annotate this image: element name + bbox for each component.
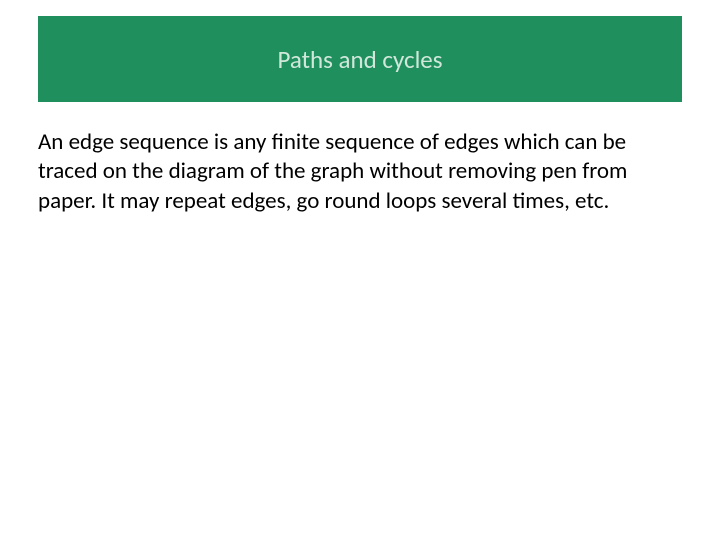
slide-title: Paths and cycles	[277, 44, 442, 75]
body-area: An edge sequence is any finite sequence …	[38, 128, 682, 216]
slide: Paths and cycles An edge sequence is any…	[0, 0, 720, 540]
title-bar: Paths and cycles	[38, 16, 682, 102]
slide-body-text: An edge sequence is any finite sequence …	[38, 128, 682, 216]
